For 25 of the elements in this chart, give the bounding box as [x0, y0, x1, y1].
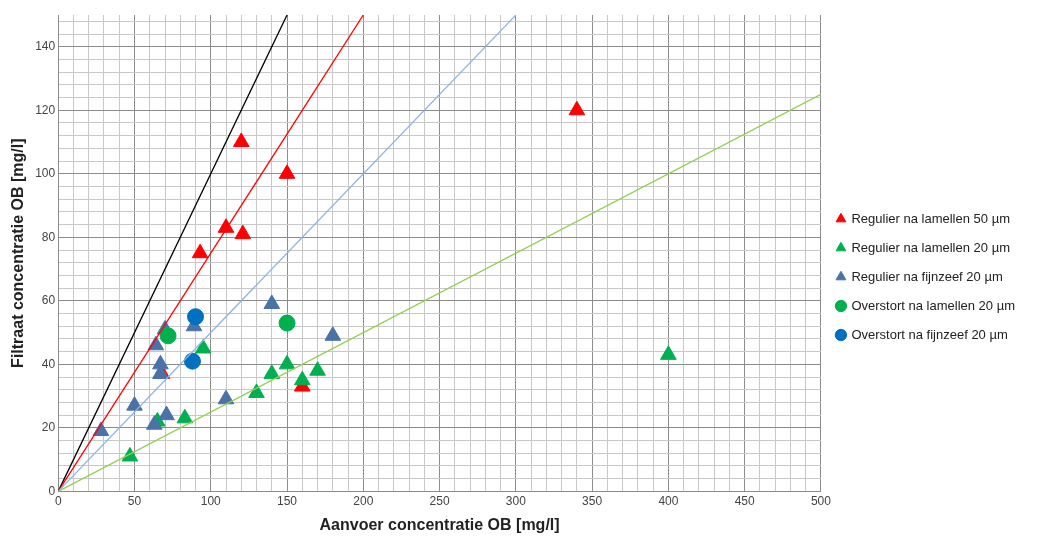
x-tick-label: 450 — [734, 493, 756, 508]
legend-label: Regulier na lamellen 20 µm — [851, 239, 1010, 255]
y-tick-label: 20 — [41, 420, 56, 435]
legend-label: Regulier na fijnzeef 20 µm — [851, 268, 1003, 284]
y-tick-label: 100 — [35, 166, 56, 181]
x-tick-label: 250 — [429, 493, 450, 508]
x-tick-label: 50 — [127, 493, 142, 508]
x-tick-label: 150 — [277, 493, 298, 508]
x-tick-label: 100 — [200, 493, 222, 508]
y-tick-label: 80 — [41, 229, 56, 244]
x-tick-label: 400 — [658, 493, 679, 508]
y-tick-label: 60 — [41, 293, 56, 308]
x-tick-label: 200 — [353, 493, 374, 508]
x-axis-title: Aanvoer concentratie OB [mg/l] — [319, 515, 560, 533]
legend-label: Overstort na lamellen 20 µm — [851, 297, 1016, 313]
y-axis-title: Filtraat concentratie OB [mg/l] — [9, 138, 27, 368]
x-tick-label: 350 — [582, 493, 603, 508]
y-tick-label: 40 — [41, 356, 56, 371]
y-tick-label: 120 — [35, 102, 56, 117]
x-tick-label: 500 — [810, 493, 832, 508]
legend-label: Regulier na lamellen 50 µm — [851, 210, 1010, 226]
legend-label: Overstort na fijnzeef 20 µm — [851, 326, 1008, 342]
x-tick-label: 300 — [505, 493, 527, 508]
y-tick-label: 0 — [48, 483, 56, 498]
y-tick-label: 140 — [35, 39, 56, 54]
